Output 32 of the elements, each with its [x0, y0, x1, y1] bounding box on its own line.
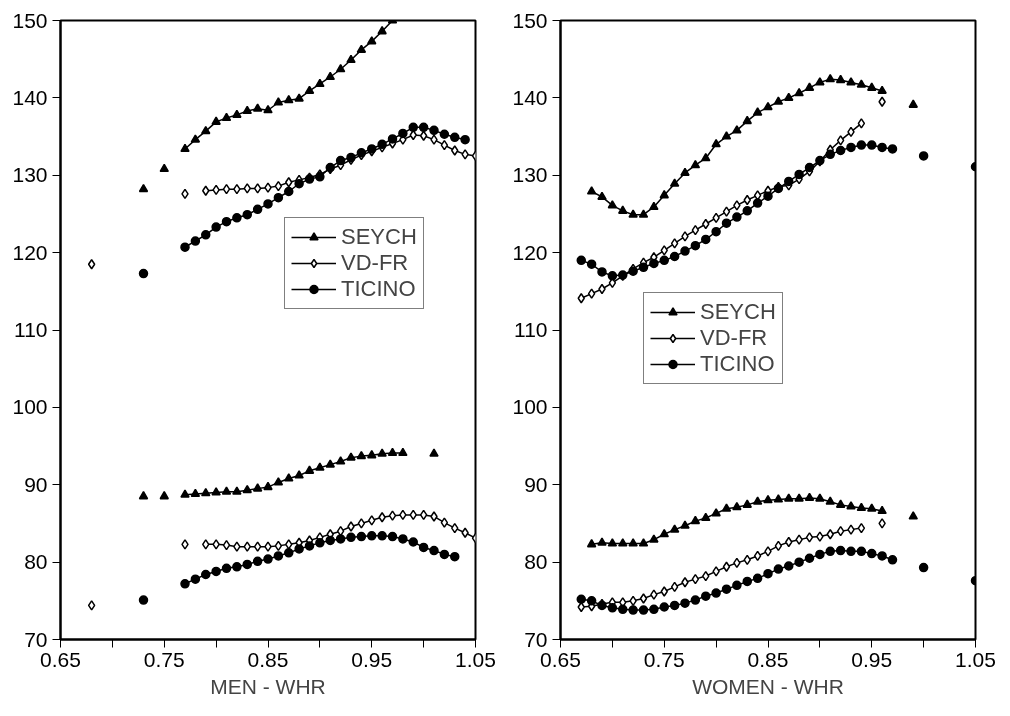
y-tick-label: 100 [12, 395, 48, 419]
legend-label: SEYCH [341, 224, 417, 250]
legend-label: SEYCH [700, 299, 776, 325]
y-tick-label: 80 [524, 550, 548, 574]
y-tick-label: 130 [12, 163, 48, 187]
x-tick-label: 0.75 [143, 647, 185, 671]
x-tick-label: 0.95 [351, 647, 393, 671]
x-tick-label: 0.85 [747, 647, 789, 671]
x-tick-label: 0.95 [851, 647, 893, 671]
x-tick-label: 1.05 [955, 647, 996, 671]
y-tick-label: 140 [512, 85, 548, 109]
y-tick-label: 110 [514, 318, 548, 341]
y-tick-label: 140 [12, 85, 48, 109]
x-tick-label: 0.85 [247, 647, 289, 671]
legend-label: TICINO [341, 276, 416, 302]
legend-label: VD-FR [341, 250, 409, 276]
x-tick-label: 1.05 [455, 647, 496, 671]
x-axis-title: WOMEN - WHR [692, 674, 844, 698]
x-tick-label: 0.75 [643, 647, 685, 671]
x-axis-title: MEN - WHR [210, 674, 326, 698]
y-tick-label: 150 [12, 8, 48, 32]
y-tick-label: 150 [512, 8, 548, 32]
legend-label: TICINO [700, 351, 775, 377]
y-tick-label: 100 [512, 395, 548, 419]
y-tick-label: 90 [24, 472, 48, 496]
y-tick-label: 130 [512, 163, 548, 187]
y-tick-label: 120 [12, 240, 48, 264]
legend-label: VD-FR [700, 325, 768, 351]
y-tick-label: 80 [24, 550, 48, 574]
y-tick-label: 90 [524, 472, 548, 496]
y-tick-label: 120 [512, 240, 548, 264]
y-tick-label: 110 [14, 318, 48, 341]
